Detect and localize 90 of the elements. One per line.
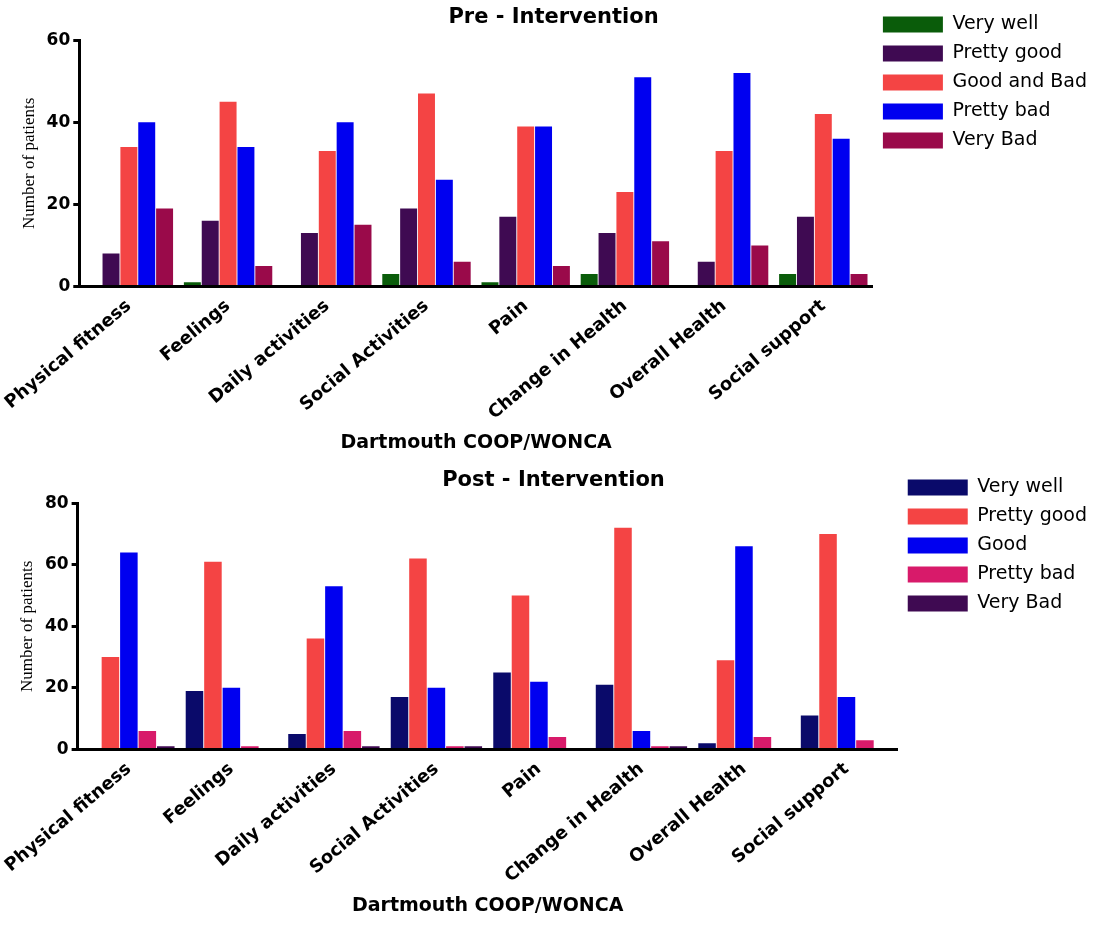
legend-label: Pretty good — [952, 40, 1063, 63]
bar — [779, 274, 797, 285]
bar — [837, 697, 856, 748]
bar — [427, 687, 446, 748]
bar — [219, 101, 237, 285]
bar — [453, 261, 471, 285]
bar — [632, 730, 651, 748]
bar — [288, 734, 306, 748]
bar — [120, 146, 138, 285]
legend-label: Pretty good — [977, 503, 1088, 526]
bar — [409, 558, 427, 748]
bar — [499, 216, 517, 285]
legend-label: Very Bad — [952, 127, 1038, 150]
bar — [481, 282, 499, 285]
bar — [517, 126, 535, 285]
legend-label: Very Bad — [977, 590, 1063, 613]
bar — [237, 146, 255, 285]
bar — [796, 216, 814, 285]
bar — [634, 77, 652, 285]
bar — [814, 114, 832, 285]
bar — [819, 533, 837, 748]
bar — [548, 737, 567, 748]
bar — [598, 233, 616, 285]
bar — [382, 274, 400, 285]
bar — [390, 697, 409, 748]
bar — [138, 122, 156, 285]
legend-label: Very well — [952, 11, 1039, 34]
bar — [595, 684, 614, 748]
bar — [614, 527, 632, 748]
bar — [552, 265, 570, 285]
bar — [185, 690, 204, 748]
bar — [306, 638, 325, 748]
bar — [400, 208, 418, 285]
chart-title: Pre - Intervention — [448, 4, 659, 29]
y-tick-label: 40 — [46, 110, 71, 131]
bar — [101, 657, 120, 748]
bar — [800, 715, 819, 748]
bar — [832, 138, 850, 285]
bar — [535, 126, 553, 285]
bar — [255, 265, 273, 285]
bar — [850, 274, 868, 285]
bar — [735, 546, 753, 748]
y-tick-label: 60 — [46, 28, 71, 49]
bar — [318, 151, 336, 285]
bar — [753, 737, 772, 748]
bar — [300, 233, 318, 285]
bar — [698, 743, 716, 748]
bar — [716, 660, 735, 748]
legend-label: Pretty bad — [977, 561, 1076, 584]
bar — [138, 730, 157, 748]
y-tick-label: 80 — [44, 491, 69, 512]
legend-label: Very well — [977, 474, 1064, 497]
x-axis-title: Dartmouth COOP/WONCA — [351, 892, 624, 915]
y-tick-label: 40 — [44, 614, 69, 635]
bar — [733, 73, 751, 285]
bar — [222, 687, 241, 748]
x-axis-title: Dartmouth COOP/WONCA — [340, 429, 613, 452]
legend-label: Good — [977, 532, 1028, 555]
bar — [697, 261, 715, 285]
legend-label: Pretty bad — [952, 98, 1051, 121]
y-tick-label: 20 — [44, 676, 69, 697]
bar — [120, 552, 138, 748]
y-tick-label: 0 — [58, 274, 71, 295]
y-axis-title: Number of patients — [18, 97, 38, 229]
bar — [156, 208, 174, 285]
bar — [616, 192, 634, 285]
bar — [751, 245, 769, 285]
bar — [183, 282, 201, 285]
y-tick-label: 60 — [44, 553, 69, 574]
bar — [418, 93, 435, 285]
bar — [102, 253, 120, 285]
bar — [354, 224, 372, 285]
bar — [201, 220, 219, 285]
bar — [580, 274, 598, 285]
chart-title: Post - Intervention — [442, 467, 665, 492]
legend-label: Good and Bad — [952, 69, 1088, 92]
bar — [511, 595, 530, 748]
bar — [652, 241, 670, 285]
bar — [435, 179, 453, 285]
bar — [715, 151, 733, 285]
bar — [204, 561, 222, 748]
bar — [493, 672, 511, 748]
y-tick-label: 0 — [56, 737, 69, 758]
bar — [530, 681, 548, 748]
bar — [325, 586, 343, 748]
bar — [343, 730, 362, 748]
bar — [856, 740, 874, 748]
bar — [336, 122, 354, 285]
y-axis-title: Number of patients — [17, 560, 37, 692]
y-tick-label: 20 — [46, 192, 71, 213]
